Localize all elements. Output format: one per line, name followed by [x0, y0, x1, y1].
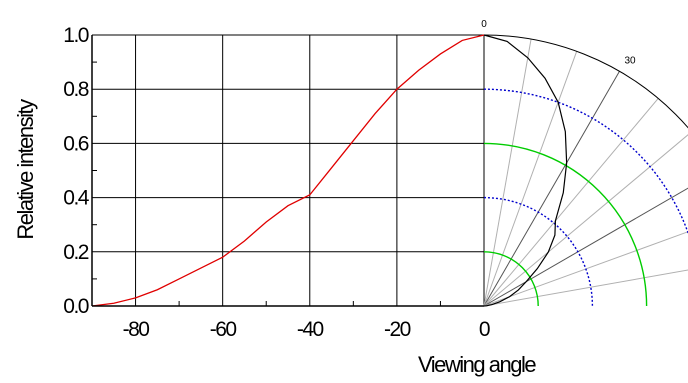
polar-pattern-curve — [483, 34, 568, 307]
y-tick-label: 1.0 — [63, 24, 89, 47]
y-tick-label: 0.2 — [63, 241, 89, 264]
x-tick-label: -80 — [123, 318, 150, 341]
polar-spoke — [483, 269, 688, 307]
x-tick-label: -60 — [210, 318, 237, 341]
polar-ring — [483, 34, 688, 129]
y-tick-label: 0.8 — [63, 78, 89, 101]
y-tick-label: 0.0 — [63, 295, 89, 318]
polar-diagram: 0306090 — [481, 19, 688, 307]
x-tick-label: 0 — [479, 318, 490, 341]
series-layer — [91, 34, 485, 307]
polar-ring — [483, 251, 539, 307]
polar-angle-label: 30 — [625, 55, 637, 66]
polar-spoke — [483, 71, 620, 307]
polar-spoke — [483, 98, 659, 307]
tick-labels: 0.0 0.2 0.4 0.6 0.8 1.0 -80 -60 -40 -20 0 — [63, 24, 491, 341]
polar-spoke — [483, 231, 688, 307]
x-tick-label: -40 — [297, 318, 324, 341]
polar-ring — [483, 196, 594, 307]
y-tick-label: 0.6 — [63, 132, 89, 155]
x-tick-label: -20 — [384, 318, 411, 341]
axes — [91, 35, 484, 307]
polar-ring — [483, 142, 648, 307]
polar-ring — [483, 88, 688, 235]
grid — [92, 34, 485, 307]
polar-spoke — [483, 51, 578, 307]
polar-angle-label: 0 — [481, 19, 487, 30]
x-axis-title: Viewing angle — [418, 352, 536, 377]
y-tick-label: 0.4 — [63, 187, 90, 210]
y-axis-title: Relative intensity — [13, 99, 38, 240]
polar-spoke — [483, 39, 532, 307]
polar-spoke — [483, 187, 688, 307]
series-line — [91, 34, 485, 307]
polar-spoke — [483, 134, 688, 307]
